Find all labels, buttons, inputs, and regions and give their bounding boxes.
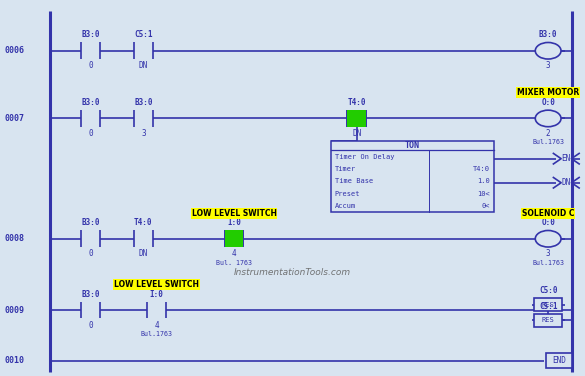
- Text: C5:0: C5:0: [539, 286, 558, 295]
- Text: T4:0: T4:0: [347, 98, 366, 107]
- Text: C5:1: C5:1: [539, 302, 558, 311]
- Text: DN: DN: [352, 129, 362, 138]
- Text: 0006: 0006: [5, 46, 25, 55]
- FancyBboxPatch shape: [546, 353, 572, 368]
- Text: O:0: O:0: [541, 98, 555, 107]
- Text: DN: DN: [139, 61, 148, 70]
- Text: InstrumentationTools.com: InstrumentationTools.com: [234, 268, 351, 277]
- Text: 0<: 0<: [481, 203, 490, 209]
- Text: T4:0: T4:0: [134, 218, 153, 227]
- Text: Bul.1763: Bul.1763: [532, 139, 564, 146]
- Text: Timer On Delay: Timer On Delay: [335, 154, 394, 159]
- Text: 0009: 0009: [5, 306, 25, 315]
- FancyBboxPatch shape: [534, 314, 562, 327]
- Text: Bul.1763: Bul.1763: [532, 260, 564, 266]
- Text: Time Base: Time Base: [335, 179, 373, 184]
- FancyBboxPatch shape: [347, 110, 366, 127]
- Text: 0: 0: [88, 129, 93, 138]
- Text: MIXER MOTOR: MIXER MOTOR: [517, 88, 579, 97]
- Text: I:0: I:0: [150, 290, 164, 299]
- Text: 10<: 10<: [477, 191, 490, 197]
- FancyBboxPatch shape: [534, 298, 562, 311]
- Text: I:0: I:0: [227, 218, 241, 227]
- Text: B3:0: B3:0: [539, 30, 558, 39]
- Text: 0007: 0007: [5, 114, 25, 123]
- Text: 0: 0: [88, 321, 93, 330]
- Text: LOW LEVEL SWITCH: LOW LEVEL SWITCH: [191, 209, 277, 218]
- Text: DN: DN: [139, 249, 148, 258]
- Text: B3:0: B3:0: [81, 30, 100, 39]
- Text: 3: 3: [546, 61, 550, 70]
- Text: B3:0: B3:0: [134, 98, 153, 107]
- Text: TON: TON: [405, 141, 420, 150]
- Text: B3:0: B3:0: [81, 290, 100, 299]
- FancyBboxPatch shape: [225, 230, 243, 247]
- Text: 2: 2: [546, 129, 550, 138]
- Text: Preset: Preset: [335, 191, 360, 197]
- Text: Bul.1763: Bul.1763: [141, 331, 173, 337]
- Text: O:0: O:0: [541, 218, 555, 227]
- Text: 4: 4: [154, 321, 159, 330]
- FancyBboxPatch shape: [331, 141, 494, 212]
- Text: B3:0: B3:0: [81, 98, 100, 107]
- Text: 0: 0: [88, 249, 93, 258]
- Text: 1.0: 1.0: [477, 179, 490, 184]
- Text: C5:1: C5:1: [134, 30, 153, 39]
- Text: 0008: 0008: [5, 234, 25, 243]
- Text: 0: 0: [88, 61, 93, 70]
- Text: EN: EN: [562, 154, 571, 163]
- Text: RES: RES: [542, 302, 555, 308]
- Text: T4:0: T4:0: [473, 166, 490, 172]
- Text: RES: RES: [542, 317, 555, 323]
- Text: END: END: [552, 356, 566, 365]
- Text: SOLENOID C: SOLENOID C: [522, 209, 574, 218]
- Text: B3:0: B3:0: [81, 218, 100, 227]
- Text: Accum: Accum: [335, 203, 356, 209]
- Text: 4: 4: [232, 249, 236, 258]
- Text: LOW LEVEL SWITCH: LOW LEVEL SWITCH: [114, 280, 199, 289]
- Text: Timer: Timer: [335, 166, 356, 172]
- Text: 0010: 0010: [5, 356, 25, 365]
- Text: 3: 3: [546, 249, 550, 258]
- Text: Bul. 1763: Bul. 1763: [216, 260, 252, 266]
- Text: DN: DN: [562, 178, 571, 187]
- Text: 3: 3: [141, 129, 146, 138]
